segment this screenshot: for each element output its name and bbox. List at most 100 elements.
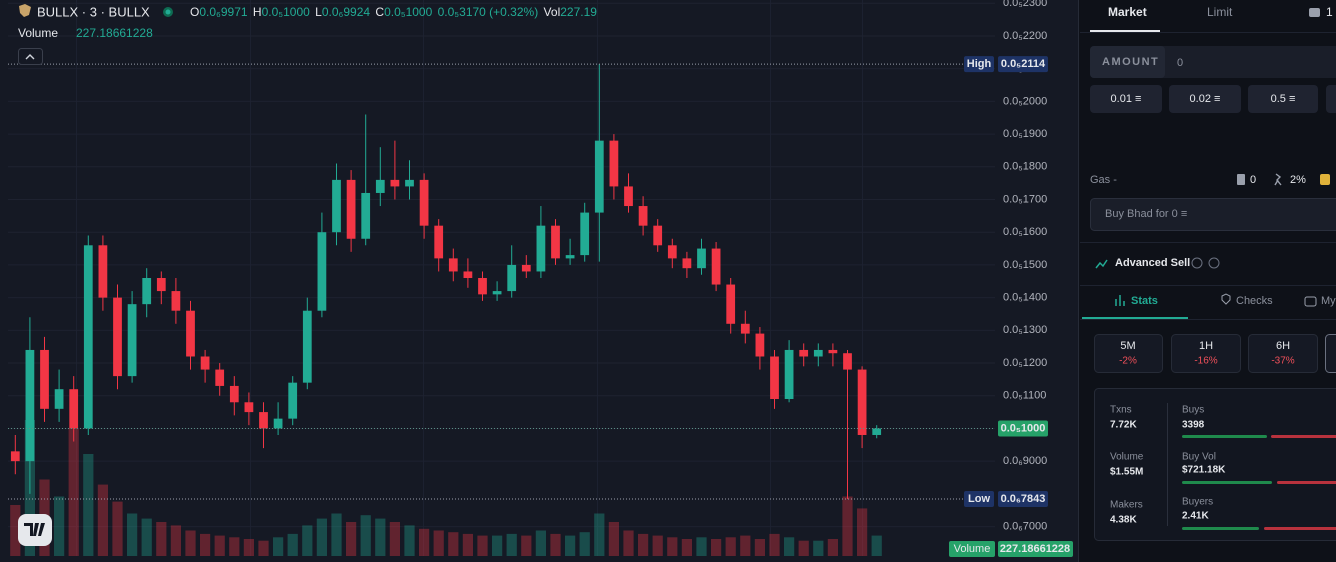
candle-body (317, 232, 327, 311)
timeframe-box[interactable] (1171, 334, 1241, 373)
volume-bar (53, 496, 65, 556)
amount-label: AMOUNT (1102, 56, 1159, 68)
candle-body (857, 369, 867, 435)
candle-body (346, 179, 356, 239)
volume-bar (214, 535, 225, 556)
slippage-icon (1274, 173, 1282, 186)
volume-bar (360, 515, 371, 556)
volume-bar (258, 540, 269, 556)
preset-button[interactable] (1169, 85, 1241, 113)
y-tick-label: 0.0₅1200 (1003, 357, 1047, 369)
volume-bar (418, 528, 430, 556)
candle-body (740, 323, 750, 334)
collapse-button[interactable] (18, 48, 43, 65)
candle-body (54, 389, 64, 409)
timeframe-box[interactable] (1094, 334, 1163, 373)
info-tab[interactable]: Checks (1236, 295, 1273, 307)
candle-body (653, 225, 663, 246)
volume-bar (199, 533, 211, 556)
tab-underline (1082, 317, 1188, 319)
volume-bar (871, 535, 882, 556)
volume-bar (404, 525, 415, 556)
candle-body (259, 412, 268, 429)
preset-label[interactable]: 0.01 ≡ (1111, 93, 1142, 105)
volume-bar (302, 525, 313, 556)
volume-bar (652, 535, 663, 556)
timeframe-change: -2% (1119, 356, 1137, 367)
volume-bar (535, 530, 547, 556)
y-tick-label: 0.0₅1700 (1003, 193, 1047, 205)
y-tick-label: 0.0₅1600 (1003, 226, 1047, 238)
preset-button[interactable] (1090, 85, 1162, 113)
info-icon (1208, 257, 1220, 269)
candle-body (200, 356, 210, 370)
chart-title: BULLX · 3 · BULLX (37, 4, 150, 19)
collapse-icon (25, 54, 35, 60)
buy-button[interactable] (1090, 198, 1336, 231)
candle-body (434, 225, 444, 259)
candle-body (419, 179, 429, 226)
volume-bar (754, 539, 766, 556)
trade-panel: Market Limit 1 AMOUNT 0 0.01 ≡ 0.02 ≡ 0.… (1080, 0, 1336, 562)
candle-body (98, 245, 108, 298)
candle-body (69, 389, 79, 429)
candle-body (726, 284, 736, 324)
buy-button-label[interactable]: Buy Bhad for 0 ≡ (1105, 208, 1187, 220)
volume-bar (462, 533, 474, 556)
volume-bar (316, 518, 328, 556)
vol-value: 227.19 (560, 5, 597, 19)
timeframe-label: 5M (1120, 340, 1135, 352)
preset-button[interactable] (1248, 85, 1318, 113)
volume-bar (856, 508, 868, 556)
candle-body (609, 140, 619, 187)
amount-value[interactable]: 0 (1177, 57, 1183, 69)
buy-ratio-bar (1182, 481, 1272, 484)
wallet-count[interactable]: 1 (1326, 5, 1333, 19)
info-tab[interactable]: Stats (1131, 295, 1158, 307)
candle-body (872, 428, 882, 435)
volume-bar (10, 505, 21, 556)
volume-bar (798, 540, 809, 556)
volume-bar (740, 535, 751, 556)
preset-label[interactable]: 0.02 ≡ (1190, 93, 1221, 105)
candle-body (288, 382, 298, 419)
low-price-box (998, 490, 1048, 507)
ohlc-label: L (315, 5, 322, 19)
volume-bar (725, 537, 736, 556)
volume-bar (477, 535, 488, 556)
order-tab[interactable]: Market (1108, 5, 1147, 19)
chart: 0.0₆7000 0.0₆9000 0.0₅1000 0.0₅1100 0.0₅1200… (8, 0, 1073, 557)
volume-tag: Volume (954, 543, 991, 555)
candle-body (697, 248, 706, 269)
preset-button[interactable] (1326, 85, 1336, 113)
candle-body (113, 297, 122, 377)
volume-bar (637, 533, 649, 556)
candle-body (10, 451, 20, 462)
volume-bar (506, 533, 517, 556)
candle-body (83, 245, 93, 429)
candle-body (215, 369, 225, 386)
candle-body (682, 258, 692, 269)
timeframe-box[interactable] (1325, 334, 1336, 373)
candle-body (521, 264, 531, 272)
volume-bar (608, 522, 620, 556)
gas-icon (1237, 174, 1245, 185)
info-tab[interactable]: My (1321, 295, 1336, 307)
my-icon (1304, 296, 1317, 307)
advanced-sell[interactable]: Advanced Sell (1115, 257, 1190, 269)
high-tag: High (967, 58, 992, 70)
wallet-icon (1309, 8, 1320, 17)
candle-body (448, 258, 458, 272)
volume-tag-box (949, 541, 995, 557)
sell-ratio-bar (1277, 481, 1336, 484)
preset-label[interactable]: 0.5 ≡ (1271, 93, 1296, 105)
status-dot-core (165, 9, 171, 15)
order-tab[interactable]: Limit (1207, 5, 1233, 19)
ohlc-label: O (190, 5, 199, 19)
candle-body (375, 179, 385, 193)
y-tick-label: 0.0₅1500 (1003, 259, 1047, 271)
volume-bar (185, 530, 196, 556)
timeframe-box[interactable] (1248, 334, 1318, 373)
candle-body (142, 278, 152, 305)
stat-label: Txns (1110, 405, 1132, 416)
